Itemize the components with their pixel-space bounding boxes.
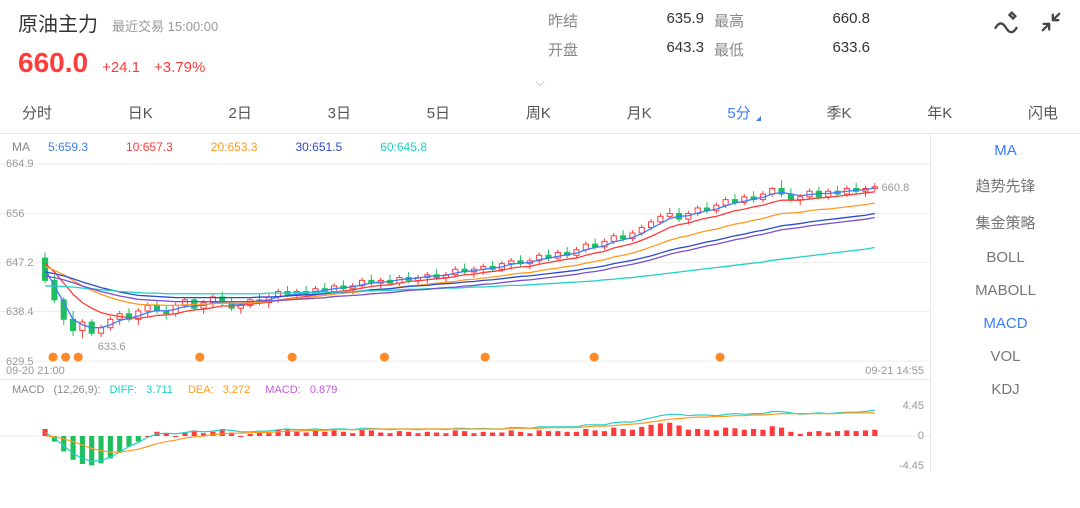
y-axis-tick: 638.4 <box>6 306 34 318</box>
tab-月K[interactable]: 月K <box>627 102 652 123</box>
svg-text:633.6: 633.6 <box>98 341 126 353</box>
macd-legend: MACD (12,26,9): DIFF: 3.711 DEA: 3.272 M… <box>0 380 930 400</box>
low-value: 633.6 <box>780 39 870 60</box>
x-axis-end: 09-21 14:55 <box>865 365 924 377</box>
prev-close-label: 昨结 <box>548 10 604 31</box>
macd-y-zero: 0 <box>918 430 924 442</box>
tab-闪电[interactable]: 闪电 <box>1028 102 1058 123</box>
indicator-sidebar: MA趋势先锋集金策略BOLLMABOLLMACDVOLKDJ <box>930 134 1080 472</box>
x-axis-start: 09-20 21:00 <box>6 365 65 377</box>
last-trade-label: 最近交易 15:00:00 <box>112 16 218 35</box>
ma-legend-label: MA <box>12 140 30 154</box>
indicator-BOLL[interactable]: BOLL <box>931 241 1080 274</box>
svg-text:660.8: 660.8 <box>881 182 909 194</box>
last-price: 660.0 <box>18 47 88 79</box>
stats-grid: 昨结 635.9 最高 660.8 开盘 643.3 最低 633.6 <box>548 8 952 60</box>
timeframe-tabs: 分时 日K 2日 3日 5日 周K 月K 5分 季K 年K 闪电 <box>0 90 1080 133</box>
tab-3日[interactable]: 3日 <box>328 102 351 123</box>
tab-周K[interactable]: 周K <box>526 102 551 123</box>
ma-legend-item: 5:659.3 <box>48 140 88 154</box>
ma-legend-item: 10:657.3 <box>126 140 173 154</box>
candlestick-chart[interactable]: 660.8633.6 664.9656647.2638.4629.5 09-20… <box>0 160 930 380</box>
tab-5日[interactable]: 5日 <box>427 102 450 123</box>
indicator-趋势先锋[interactable]: 趋势先锋 <box>931 167 1080 204</box>
indicator-VOL[interactable]: VOL <box>931 340 1080 373</box>
tab-季K[interactable]: 季K <box>826 102 851 123</box>
indicator-MA[interactable]: MA <box>931 134 1080 167</box>
low-label: 最低 <box>714 39 770 60</box>
tab-2日[interactable]: 2日 <box>229 102 252 123</box>
ma-legend: MA 5:659.3 10:657.3 20:653.3 30:651.5 60:645… <box>0 134 930 160</box>
prev-close-value: 635.9 <box>614 10 704 31</box>
high-value: 660.8 <box>780 10 870 31</box>
tab-年K[interactable]: 年K <box>927 102 952 123</box>
header: 原油主力 最近交易 15:00:00 660.0 +24.1 +3.79% 昨结… <box>0 0 1080 79</box>
indicator-KDJ[interactable]: KDJ <box>931 373 1080 406</box>
tab-日K[interactable]: 日K <box>128 102 153 123</box>
high-label: 最高 <box>714 10 770 31</box>
indicator-集金策略[interactable]: 集金策略 <box>931 204 1080 241</box>
macd-chart[interactable]: 4.45 0 -4.45 <box>0 400 930 472</box>
price-change-pct: +3.79% <box>154 59 205 76</box>
edit-icon[interactable] <box>992 8 1020 41</box>
ma-legend-item: 30:651.5 <box>295 140 342 154</box>
collapse-icon[interactable] <box>1040 11 1062 38</box>
symbol-name: 原油主力 <box>18 8 98 37</box>
indicator-MACD[interactable]: MACD <box>931 307 1080 340</box>
tab-5分[interactable]: 5分 <box>727 102 750 123</box>
ma-legend-item: 60:645.8 <box>380 140 427 154</box>
tab-分时[interactable]: 分时 <box>22 102 52 123</box>
y-axis-tick: 664.9 <box>6 158 34 170</box>
indicator-MABOLL[interactable]: MABOLL <box>931 274 1080 307</box>
y-axis-tick: 647.2 <box>6 257 34 269</box>
macd-y-min: -4.45 <box>899 460 924 472</box>
macd-label: MACD <box>12 384 44 396</box>
macd-y-max: 4.45 <box>903 400 924 412</box>
price-change: +24.1 <box>102 59 140 76</box>
open-label: 开盘 <box>548 39 604 60</box>
ma-legend-item: 20:653.3 <box>211 140 258 154</box>
y-axis-tick: 656 <box>6 208 24 220</box>
open-value: 643.3 <box>614 39 704 60</box>
